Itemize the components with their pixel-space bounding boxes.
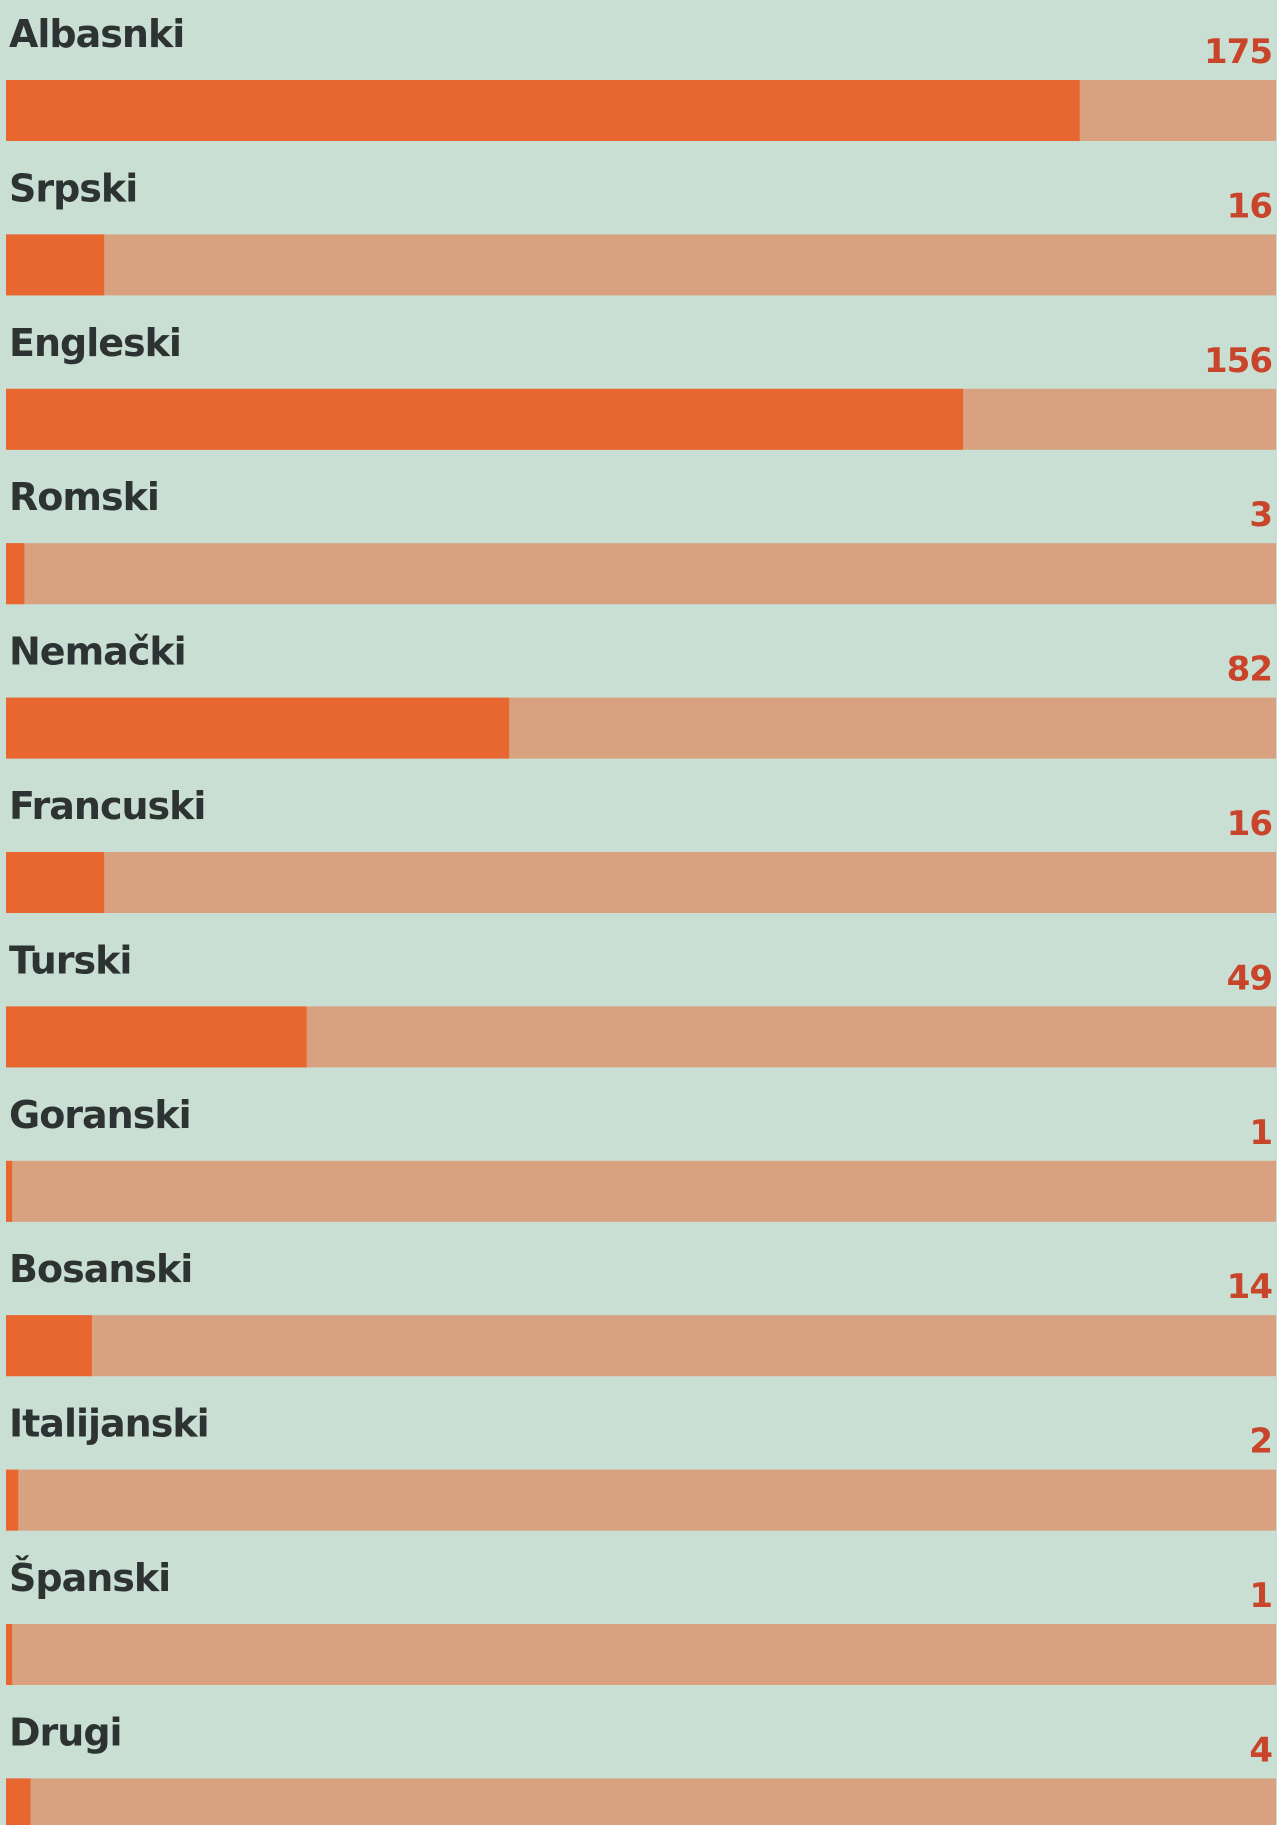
- bar: [6, 234, 105, 296]
- bar: [6, 1160, 13, 1222]
- bar: [6, 1006, 307, 1068]
- value-label: 1: [1249, 1113, 1272, 1153]
- category-label: Albasnki: [9, 12, 184, 56]
- bar: [6, 1469, 19, 1531]
- value-label: 16: [1227, 804, 1272, 844]
- category-label: Goranski: [9, 1093, 191, 1137]
- category-label: Romski: [9, 475, 159, 519]
- bar-track: [6, 543, 1276, 605]
- category-label: Nemački: [9, 630, 186, 674]
- category-label: Engleski: [9, 321, 181, 365]
- bar-track: [6, 234, 1276, 296]
- bar-track: [6, 1624, 1276, 1685]
- category-label: Italijanski: [9, 1402, 209, 1446]
- value-label: 49: [1227, 958, 1272, 998]
- value-label: 14: [1227, 1267, 1273, 1307]
- value-label: 3: [1249, 495, 1272, 535]
- value-label: 4: [1249, 1730, 1272, 1770]
- category-label: Španski: [9, 1556, 170, 1600]
- category-label: Turski: [9, 938, 131, 982]
- bar: [6, 1778, 31, 1825]
- bar-track: [6, 1778, 1276, 1825]
- value-label: 156: [1204, 341, 1272, 381]
- value-label: 2: [1249, 1422, 1272, 1462]
- category-label: Drugi: [9, 1710, 122, 1754]
- value-label: 1: [1249, 1576, 1272, 1616]
- bar: [6, 543, 25, 605]
- bar: [6, 388, 964, 450]
- category-label: Bosanski: [9, 1247, 192, 1291]
- bar: [6, 1315, 92, 1377]
- category-label: Srpski: [9, 166, 137, 210]
- bar: [6, 697, 510, 759]
- value-label: 16: [1227, 186, 1272, 226]
- value-label: 175: [1204, 32, 1272, 72]
- bar-track: [6, 1469, 1276, 1531]
- bar: [6, 852, 105, 913]
- bar: [6, 1624, 13, 1685]
- value-label: 82: [1227, 650, 1272, 690]
- category-label: Francuski: [9, 784, 205, 828]
- bar-track: [6, 852, 1276, 913]
- bar-track: [6, 1160, 1276, 1222]
- bar: [6, 80, 1080, 141]
- bar-track: [6, 1315, 1276, 1377]
